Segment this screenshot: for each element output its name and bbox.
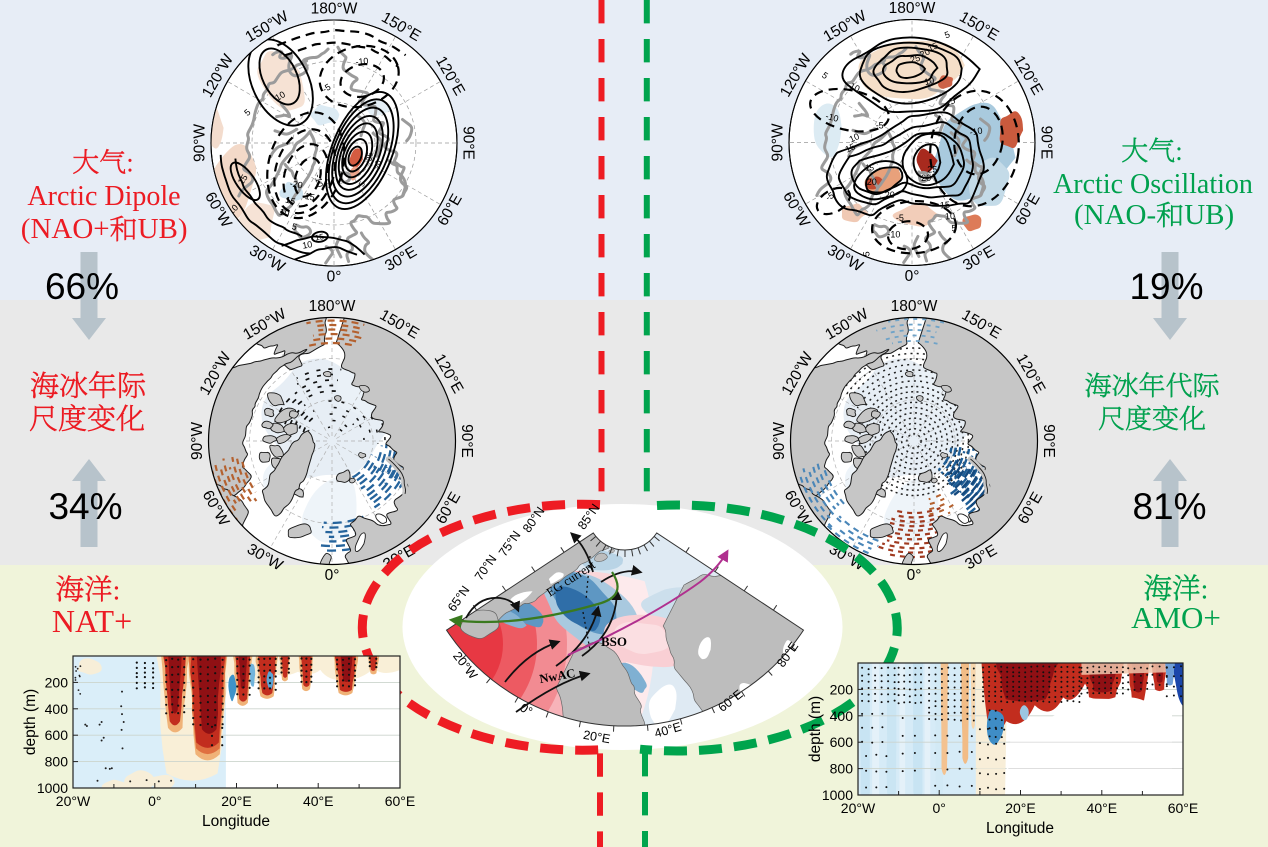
- svg-text:0°: 0°: [148, 793, 161, 809]
- svg-text:(NAO+: (NAO+: [21, 213, 110, 245]
- svg-text:-5: -5: [321, 82, 333, 95]
- svg-text:Arctic Dipole: Arctic Dipole: [27, 181, 180, 212]
- svg-text:0°: 0°: [327, 269, 342, 286]
- svg-text:20: 20: [867, 177, 877, 187]
- svg-text:400: 400: [45, 701, 69, 717]
- svg-text:-10: -10: [824, 111, 839, 124]
- svg-text:90°W: 90°W: [192, 124, 209, 162]
- svg-text:0°: 0°: [325, 567, 340, 584]
- svg-text:800: 800: [830, 761, 854, 777]
- svg-text:90°E: 90°E: [1038, 126, 1055, 160]
- svg-text:0°: 0°: [933, 800, 946, 816]
- svg-text:180°W: 180°W: [891, 298, 938, 315]
- svg-text:20: 20: [921, 173, 931, 183]
- svg-text:15: 15: [284, 194, 296, 206]
- svg-text:20°W: 20°W: [56, 793, 91, 809]
- svg-text:60°E: 60°E: [385, 793, 416, 809]
- svg-text:5: 5: [242, 107, 252, 118]
- svg-text:Longitude: Longitude: [986, 820, 1054, 837]
- svg-text:10: 10: [945, 211, 956, 222]
- svg-text:-10: -10: [313, 174, 325, 189]
- svg-text:10: 10: [301, 239, 313, 251]
- svg-text:-5: -5: [824, 190, 836, 203]
- svg-text:(NAO-: (NAO-: [1074, 199, 1156, 231]
- svg-text:NwAC: NwAC: [538, 666, 576, 686]
- svg-text:5: 5: [820, 70, 830, 81]
- svg-text:UB): UB): [138, 213, 188, 245]
- svg-text:-20: -20: [289, 178, 304, 190]
- svg-text:66%: 66%: [45, 266, 119, 307]
- svg-text:90°E: 90°E: [1040, 424, 1057, 458]
- svg-text:-10: -10: [355, 56, 369, 67]
- svg-text:5: 5: [951, 223, 957, 233]
- svg-text:90°E: 90°E: [460, 126, 477, 160]
- svg-text:600: 600: [830, 734, 854, 750]
- svg-text:UB): UB): [1184, 199, 1234, 231]
- svg-text:5: 5: [357, 179, 367, 188]
- svg-text:20: 20: [373, 159, 384, 170]
- svg-text:15: 15: [926, 40, 939, 53]
- svg-text:34%: 34%: [48, 486, 122, 527]
- svg-text:depth (m): depth (m): [22, 689, 39, 755]
- svg-text:15: 15: [844, 141, 857, 154]
- svg-text:800: 800: [45, 754, 69, 770]
- svg-text:40°E: 40°E: [303, 793, 334, 809]
- svg-text:-10: -10: [887, 229, 900, 239]
- svg-text:15: 15: [865, 164, 874, 173]
- svg-text:15: 15: [314, 232, 325, 243]
- svg-text::: :: [126, 148, 134, 178]
- svg-text:20°E: 20°E: [1005, 800, 1036, 816]
- svg-text:-5: -5: [862, 251, 872, 259]
- svg-text:35: 35: [365, 151, 376, 162]
- svg-text:90°W: 90°W: [189, 422, 206, 460]
- svg-text:81%: 81%: [1132, 486, 1206, 527]
- svg-text:10: 10: [848, 131, 861, 144]
- svg-text::: :: [1201, 574, 1209, 605]
- svg-text:5: 5: [943, 29, 951, 40]
- svg-text:600: 600: [45, 727, 69, 743]
- svg-text:10: 10: [923, 75, 935, 87]
- svg-text:25: 25: [927, 165, 937, 175]
- svg-text:-15: -15: [301, 190, 316, 202]
- svg-text:90°E: 90°E: [458, 424, 475, 458]
- svg-text:20: 20: [918, 46, 931, 59]
- svg-text:180°W: 180°W: [311, 1, 358, 18]
- svg-text:25: 25: [909, 53, 921, 65]
- svg-text::: :: [1175, 136, 1183, 166]
- svg-text:180°W: 180°W: [309, 298, 356, 315]
- svg-text:40°E: 40°E: [1087, 800, 1118, 816]
- svg-text:10: 10: [278, 207, 290, 219]
- svg-text:5: 5: [291, 221, 298, 232]
- svg-text:90°W: 90°W: [771, 422, 788, 460]
- svg-text:-5: -5: [945, 95, 956, 107]
- svg-text:AMO+: AMO+: [1131, 600, 1221, 635]
- svg-text:20: 20: [885, 190, 895, 200]
- svg-text:NAT+: NAT+: [52, 603, 132, 639]
- svg-text:BSO: BSO: [601, 634, 627, 649]
- svg-text:60°E: 60°E: [1168, 800, 1199, 816]
- svg-text:-5: -5: [876, 120, 884, 130]
- svg-text:200: 200: [45, 674, 69, 690]
- svg-text:20°E: 20°E: [582, 728, 611, 747]
- svg-text:0°: 0°: [907, 567, 922, 584]
- svg-text:1000: 1000: [822, 787, 853, 803]
- svg-text:19%: 19%: [1129, 266, 1203, 307]
- svg-text:15: 15: [236, 173, 250, 187]
- svg-text:180°W: 180°W: [889, 0, 936, 17]
- svg-text:90°W: 90°W: [770, 123, 787, 161]
- svg-text:200: 200: [830, 681, 854, 697]
- svg-text::: :: [113, 575, 121, 606]
- svg-text:15: 15: [940, 200, 951, 211]
- svg-text:20°E: 20°E: [221, 793, 252, 809]
- svg-text:1000: 1000: [37, 780, 68, 796]
- svg-text:400: 400: [830, 708, 854, 724]
- svg-text:20°W: 20°W: [841, 800, 876, 816]
- svg-text:Arctic Oscillation: Arctic Oscillation: [1053, 169, 1253, 200]
- svg-text:0°: 0°: [905, 268, 920, 285]
- svg-text:depth (m): depth (m): [807, 696, 824, 762]
- svg-text:-5: -5: [896, 213, 904, 223]
- svg-text:Longitude: Longitude: [202, 813, 270, 830]
- svg-text:10: 10: [273, 89, 287, 103]
